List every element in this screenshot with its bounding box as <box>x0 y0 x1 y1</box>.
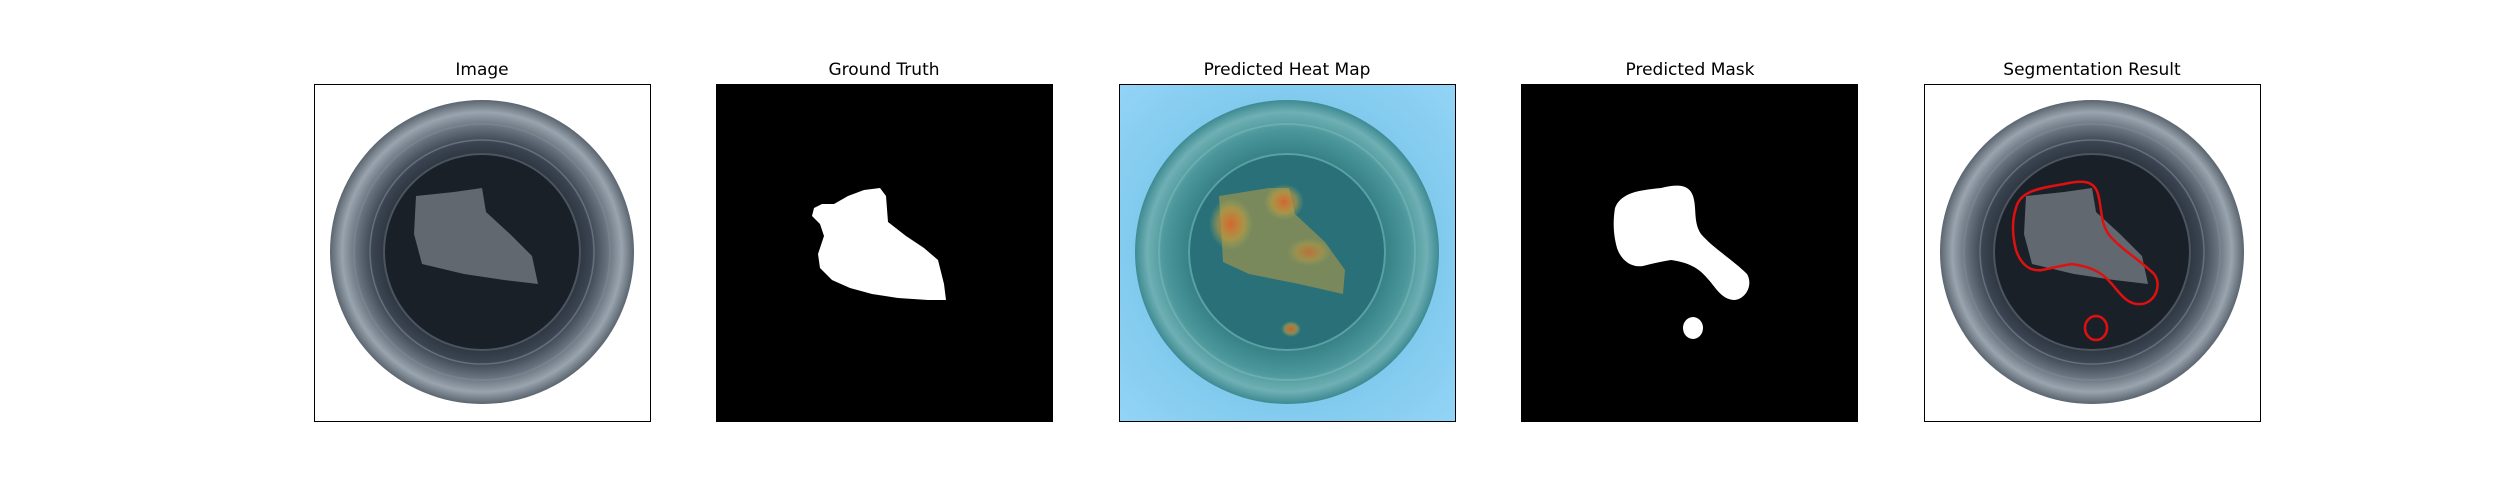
panel-title-heat-map: Predicted Heat Map <box>1203 60 1371 80</box>
ground-truth-mask <box>716 84 1053 422</box>
predicted-mask-main-blob <box>1613 185 1750 300</box>
predicted-mask-small-blob <box>1683 317 1703 339</box>
heatmap-hotspot-bottom <box>1281 321 1301 337</box>
heatmap-hotspot-mid <box>1287 238 1331 266</box>
panel-ground-truth <box>716 84 1053 422</box>
panel-predicted-mask <box>1521 84 1858 422</box>
panel-title-ground-truth: Ground Truth <box>828 60 940 80</box>
heatmap-hotspot-left <box>1209 198 1253 250</box>
panel-segmentation <box>1924 84 2261 422</box>
segmentation-contour-small <box>2083 314 2109 342</box>
defect-region <box>414 188 538 284</box>
segmentation-overlay <box>1924 84 2261 422</box>
segmentation-contour-main <box>2011 180 2159 306</box>
panel-image <box>314 84 651 422</box>
panel-heat-map <box>1119 84 1456 422</box>
ground-truth-foreground <box>812 188 946 300</box>
panel-title-predicted-mask: Predicted Mask <box>1625 60 1755 80</box>
panel-title-image: Image <box>455 60 509 80</box>
heatmap-hotspot-top <box>1264 184 1304 220</box>
input-image <box>314 84 651 422</box>
panel-title-segmentation: Segmentation Result <box>2003 60 2181 80</box>
predicted-mask <box>1521 84 1858 422</box>
heatmap-overlay <box>1119 84 1456 422</box>
